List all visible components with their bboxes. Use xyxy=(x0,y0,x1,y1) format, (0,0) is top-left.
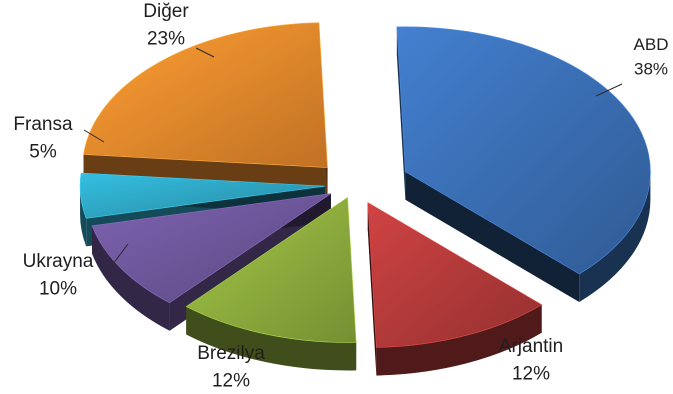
slice-value-label: 5% xyxy=(29,142,57,163)
pie-slice-abd xyxy=(396,26,651,302)
pie-slice-arjantin xyxy=(367,202,543,376)
slice-top xyxy=(367,202,543,348)
slice-top xyxy=(79,172,326,219)
slice-wall xyxy=(405,171,580,302)
slice-top xyxy=(396,26,651,275)
pie-slice-brezilya xyxy=(185,196,357,371)
slice-side xyxy=(376,304,542,376)
slice-value-label: 12% xyxy=(512,364,550,385)
leader-line xyxy=(195,47,215,58)
slice-category-label: ABD xyxy=(634,35,669,54)
slice-label: ABD 38% xyxy=(634,35,669,79)
leader-line xyxy=(595,83,623,97)
slice-side xyxy=(186,306,357,371)
slice-category-label: Arjantin xyxy=(499,336,563,357)
slice-value-label: 23% xyxy=(147,29,185,50)
slice-category-label: Brezilya xyxy=(197,343,265,364)
slice-wall xyxy=(396,26,406,200)
slice-value-label: 38% xyxy=(634,60,668,79)
slice-wall xyxy=(367,202,377,376)
slice-value-label: 10% xyxy=(39,279,77,300)
slice-top xyxy=(91,193,332,304)
slice-category-label: Ukrayna xyxy=(23,251,94,272)
slice-category-label: Diğer xyxy=(143,1,189,22)
leader-line xyxy=(83,129,105,143)
slice-label: Ukrayna 10% xyxy=(23,251,94,300)
leader-line xyxy=(109,243,129,269)
leader-lines xyxy=(83,47,623,269)
slice-labels: ABD 38% Arjantin 12% Brezilya 12% Ukrayna 10% Fr… xyxy=(13,1,668,392)
slice-label: Fransa 5% xyxy=(13,114,73,163)
slice-top xyxy=(83,22,328,168)
slice-value-label: 12% xyxy=(212,371,250,392)
slice-label: Brezilya 12% xyxy=(197,343,265,392)
slice-side xyxy=(579,171,651,302)
slice-label: Diğer 23% xyxy=(143,1,189,50)
slice-category-label: Fransa xyxy=(13,114,73,135)
pie-slices xyxy=(79,22,651,376)
slice-side xyxy=(92,225,170,331)
slice-label: Arjantin 12% xyxy=(499,336,563,385)
pie-slice-diğer xyxy=(83,22,328,196)
slice-side xyxy=(80,186,87,247)
slice-top xyxy=(185,196,357,343)
